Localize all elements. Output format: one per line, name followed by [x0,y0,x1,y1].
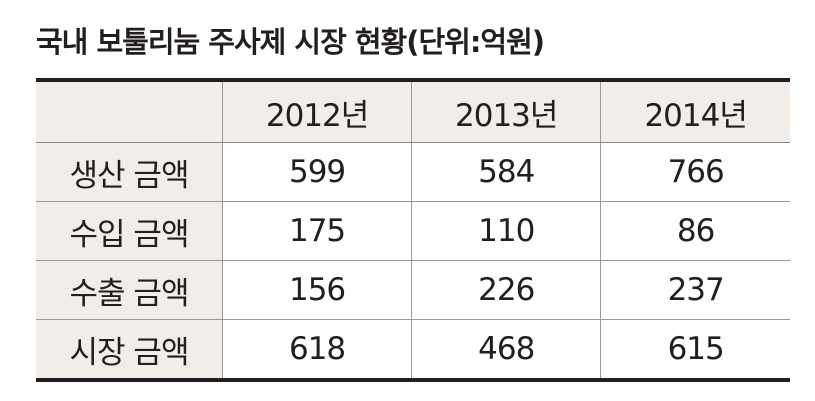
row-label: 시장 금액 [36,319,223,382]
corner-cell [36,78,223,143]
cell-value: 110 [411,201,602,261]
row-label: 수입 금액 [36,201,223,261]
cell-value: 468 [411,319,602,382]
cell-value: 618 [222,319,413,382]
header-row: 2012년 2013년 2014년 [36,78,790,143]
cell-value: 175 [222,201,413,261]
chart-title: 국내 보툴리눔 주사제 시장 현황(단위:억원) [36,25,545,59]
table-row: 수출 금액 156 226 237 [36,260,790,320]
row-label: 생산 금액 [36,142,223,202]
column-header-2013: 2013년 [411,78,602,143]
cell-value: 584 [411,142,602,202]
cell-value: 615 [600,319,790,382]
cell-value: 237 [600,260,790,320]
cell-value: 86 [600,201,790,261]
row-label: 수출 금액 [36,260,223,320]
table-row: 생산 금액 599 584 766 [36,142,790,202]
market-table: 2012년 2013년 2014년 생산 금액 599 584 766 수입 금… [36,78,790,382]
cell-value: 766 [600,142,790,202]
column-header-2014: 2014년 [600,78,790,143]
cell-value: 599 [222,142,413,202]
column-header-2012: 2012년 [222,78,413,143]
table-row: 수입 금액 175 110 86 [36,201,790,261]
cell-value: 226 [411,260,602,320]
table-row: 시장 금액 618 468 615 [36,319,790,382]
cell-value: 156 [222,260,413,320]
